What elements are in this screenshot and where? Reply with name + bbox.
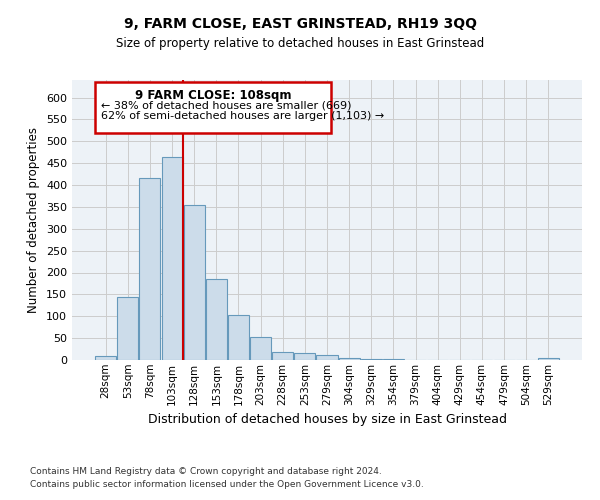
X-axis label: Distribution of detached houses by size in East Grinstead: Distribution of detached houses by size …	[148, 413, 506, 426]
Text: 9, FARM CLOSE, EAST GRINSTEAD, RH19 3QQ: 9, FARM CLOSE, EAST GRINSTEAD, RH19 3QQ	[124, 18, 476, 32]
Y-axis label: Number of detached properties: Number of detached properties	[28, 127, 40, 313]
Bar	[338, 358, 359, 360]
Bar	[361, 358, 382, 360]
Text: Contains public sector information licensed under the Open Government Licence v3: Contains public sector information licen…	[30, 480, 424, 489]
Bar	[295, 354, 316, 360]
Text: 9 FARM CLOSE: 108sqm: 9 FARM CLOSE: 108sqm	[135, 89, 291, 102]
Text: 62% of semi-detached houses are larger (1,103) →: 62% of semi-detached houses are larger (…	[101, 110, 385, 120]
Text: ← 38% of detached houses are smaller (669): ← 38% of detached houses are smaller (66…	[101, 100, 352, 110]
Bar	[228, 315, 249, 360]
Bar	[206, 279, 227, 360]
Bar	[538, 358, 559, 360]
Text: Size of property relative to detached houses in East Grinstead: Size of property relative to detached ho…	[116, 38, 484, 51]
Bar	[118, 296, 139, 360]
Text: Contains HM Land Registry data © Crown copyright and database right 2024.: Contains HM Land Registry data © Crown c…	[30, 467, 382, 476]
Bar	[272, 352, 293, 360]
Bar	[161, 156, 182, 360]
Bar	[184, 204, 205, 360]
Bar	[383, 358, 404, 360]
Bar	[316, 355, 338, 360]
Bar	[250, 337, 271, 360]
Bar	[139, 178, 160, 360]
FancyBboxPatch shape	[95, 82, 331, 132]
Bar	[95, 356, 116, 360]
